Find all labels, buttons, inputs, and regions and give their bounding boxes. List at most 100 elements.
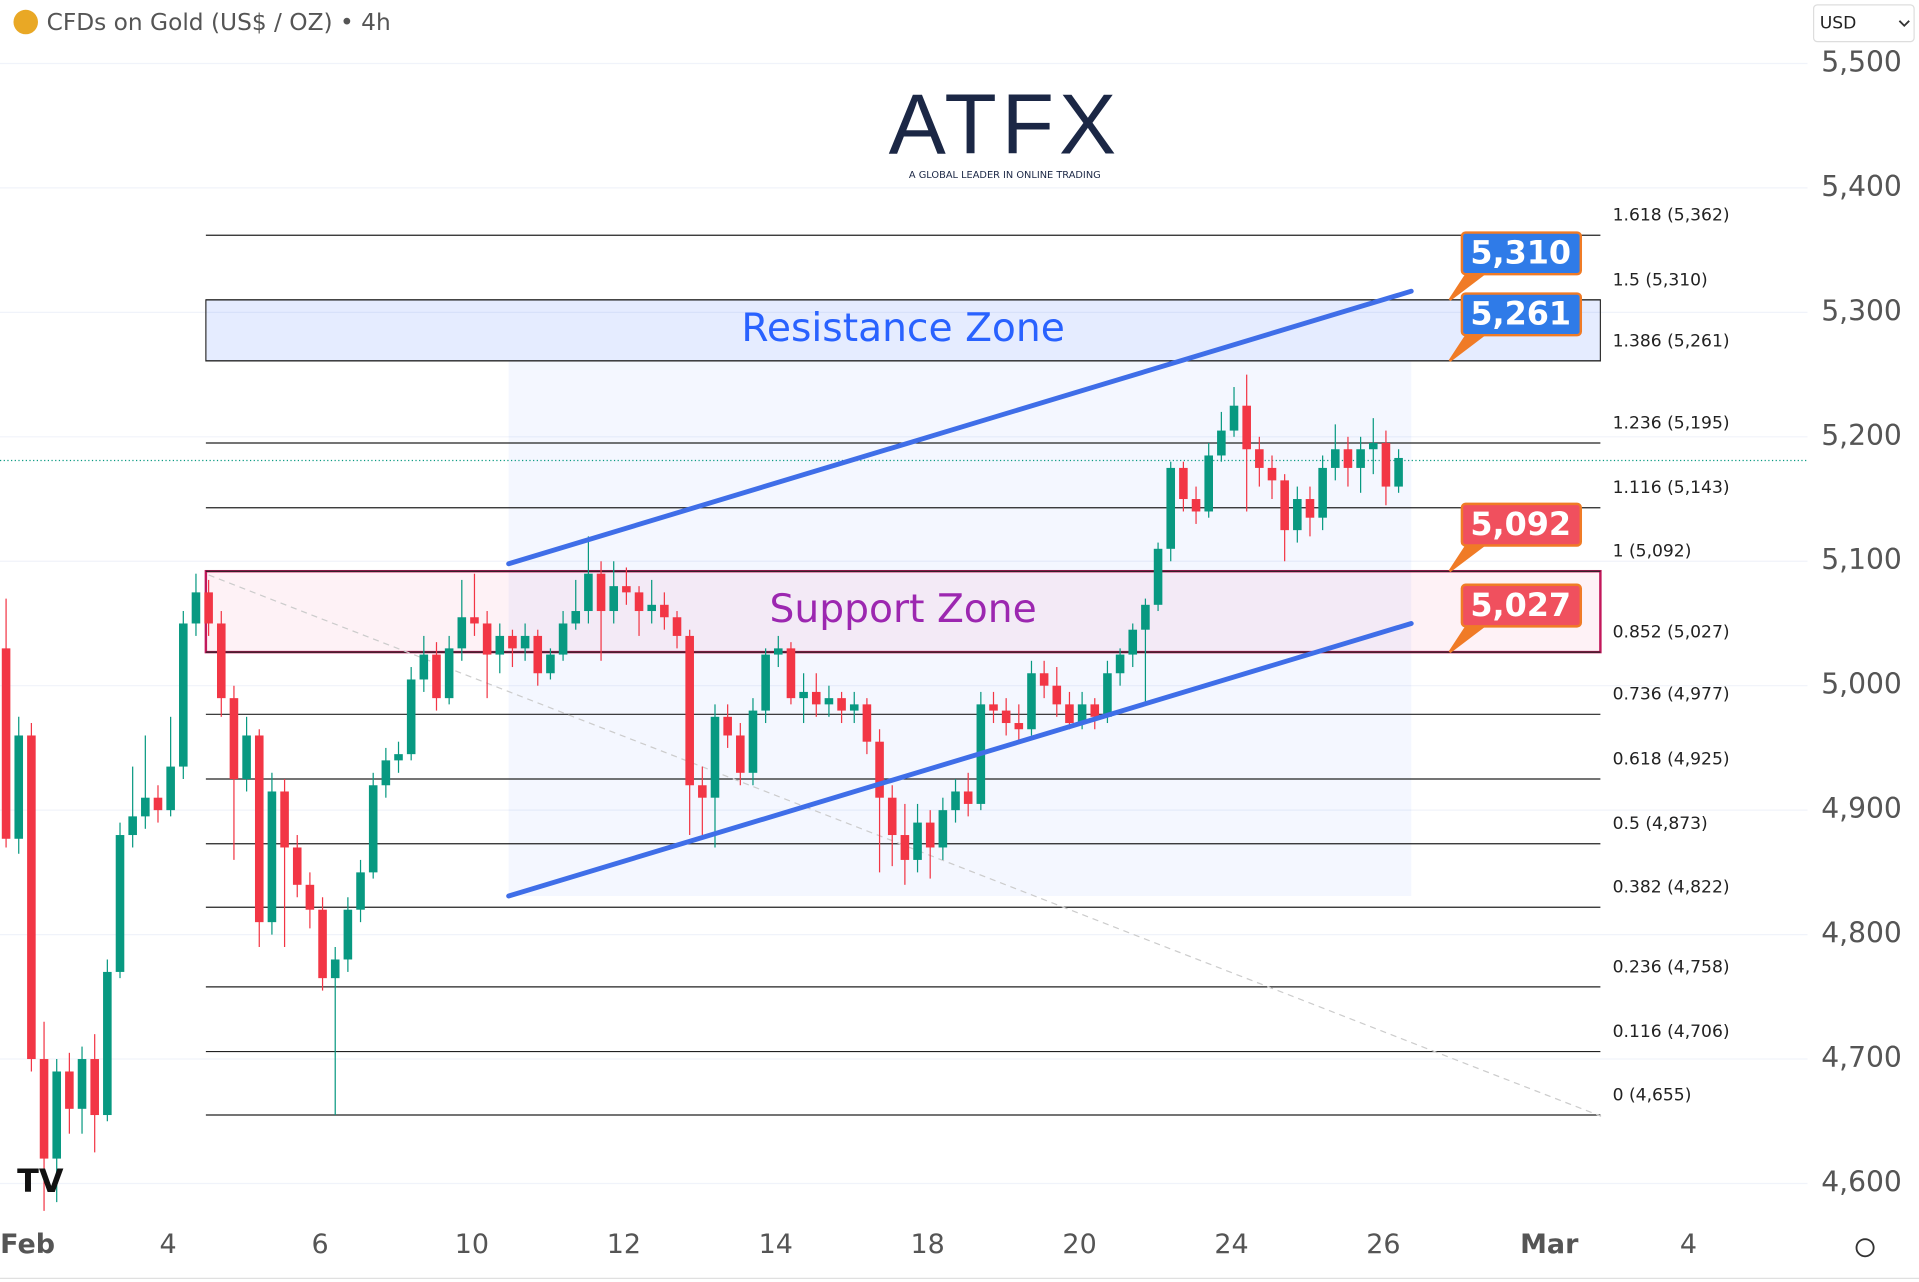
- candle-body: [1153, 548, 1163, 605]
- candle-body: [1267, 467, 1277, 481]
- x-tick-label: 12: [607, 1229, 641, 1260]
- candle-body: [242, 735, 251, 780]
- candle-body: [115, 835, 125, 972]
- candle-body: [1141, 604, 1150, 630]
- x-tick-label: 18: [911, 1229, 945, 1260]
- candle-body: [925, 822, 935, 848]
- candle-body: [900, 835, 910, 860]
- candle-body: [748, 710, 758, 773]
- x-tick-label: Mar: [1520, 1229, 1579, 1260]
- candle-body: [736, 735, 745, 773]
- candle-body: [1217, 430, 1226, 456]
- callout-label: 5,027: [1470, 586, 1571, 624]
- x-tick-label: 14: [759, 1229, 793, 1260]
- candle-body: [305, 884, 315, 910]
- candle-body: [887, 797, 897, 836]
- candle-body: [698, 785, 707, 798]
- candle-body: [951, 791, 960, 811]
- callout-box: [1460, 231, 1583, 276]
- candle-body: [457, 617, 467, 649]
- y-tick-label: 4,800: [1821, 917, 1902, 950]
- candle-body: [482, 623, 492, 655]
- fib-label: 0.736 (4,977): [1613, 685, 1730, 705]
- x-tick-label: 26: [1366, 1229, 1400, 1260]
- candle-body: [27, 735, 36, 1060]
- candle-body: [432, 654, 441, 699]
- candle-body: [1179, 467, 1188, 500]
- candle-body: [837, 698, 846, 711]
- logo-tagline: A GLOBAL LEADER IN ONLINE TRADING: [909, 170, 1101, 181]
- x-tick-label: 10: [455, 1229, 489, 1260]
- callout-label: 5,310: [1470, 234, 1571, 272]
- candle-body: [938, 810, 948, 848]
- candle-body: [1191, 499, 1201, 512]
- candle-body: [77, 1059, 87, 1109]
- candle-body: [103, 971, 112, 1116]
- y-tick-label: 4,900: [1821, 792, 1902, 825]
- candle-body: [1331, 449, 1340, 468]
- candle-body: [444, 648, 454, 699]
- symbol-icon: [13, 9, 38, 35]
- candle-body: [1103, 673, 1112, 717]
- candle-body: [989, 704, 998, 711]
- fib-label: 0 (4,655): [1613, 1085, 1692, 1105]
- candle-body: [761, 654, 770, 711]
- x-tick-label: 4: [160, 1229, 177, 1260]
- candle-body: [216, 623, 226, 699]
- candle-body: [849, 704, 859, 711]
- y-tick-label: 5,300: [1821, 294, 1902, 327]
- candle-body: [343, 909, 353, 960]
- candle-body: [1128, 629, 1138, 655]
- candle-body: [685, 635, 694, 786]
- candle-body: [179, 623, 188, 767]
- candle-body: [65, 1071, 74, 1109]
- candle-body: [1090, 704, 1100, 717]
- candle-body: [204, 592, 213, 624]
- candle-body: [1381, 443, 1391, 487]
- y-tick-label: 5,000: [1821, 668, 1902, 701]
- candle-body: [128, 816, 137, 836]
- candle-body: [913, 822, 922, 860]
- callout-box: [1460, 583, 1583, 628]
- candle-body: [799, 691, 808, 699]
- y-tick-label: 5,400: [1821, 170, 1902, 203]
- currency-select[interactable]: [1813, 4, 1915, 43]
- candle-body: [571, 611, 581, 624]
- fib-label: 1.618 (5,362): [1613, 206, 1730, 226]
- candle-body: [1305, 499, 1315, 518]
- candle-body: [1280, 480, 1289, 531]
- fib-label: 1.116 (5,143): [1613, 478, 1730, 498]
- candle-body: [166, 766, 175, 811]
- candle-body: [963, 791, 973, 804]
- logo: ATFX: [889, 77, 1121, 173]
- fib-label: 0.618 (4,925): [1613, 749, 1730, 769]
- candle-body: [520, 635, 530, 649]
- candle-body: [723, 716, 732, 736]
- candle-body: [153, 797, 163, 811]
- candle-body: [1343, 449, 1353, 468]
- candle-body: [1014, 723, 1024, 730]
- candle-body: [141, 797, 150, 817]
- candle-body: [1039, 673, 1049, 686]
- callout-box: [1460, 292, 1583, 337]
- y-tick-label: 5,100: [1821, 543, 1902, 576]
- candle-body: [1027, 673, 1036, 730]
- candle-body: [267, 791, 277, 923]
- candle-body: [710, 716, 720, 798]
- candle-body: [647, 604, 656, 612]
- candle-body: [1077, 704, 1087, 724]
- callout-box: [1460, 502, 1583, 547]
- tv-logo: TV: [17, 1162, 64, 1200]
- candle-body: [406, 679, 416, 755]
- dropdown-arrow: [1898, 20, 1910, 28]
- x-tick-label: 4: [1680, 1229, 1697, 1260]
- chart-title: CFDs on Gold (US$ / OZ) • 4h: [47, 9, 391, 36]
- y-tick-label: 5,200: [1821, 419, 1902, 452]
- candle-body: [546, 654, 555, 674]
- candle-body: [318, 909, 327, 979]
- candle-body: [368, 785, 378, 873]
- candle-body: [811, 691, 821, 705]
- settings-icon[interactable]: [1855, 1238, 1875, 1258]
- fib-label: 1.386 (5,261): [1613, 331, 1730, 351]
- candle-body: [824, 698, 834, 705]
